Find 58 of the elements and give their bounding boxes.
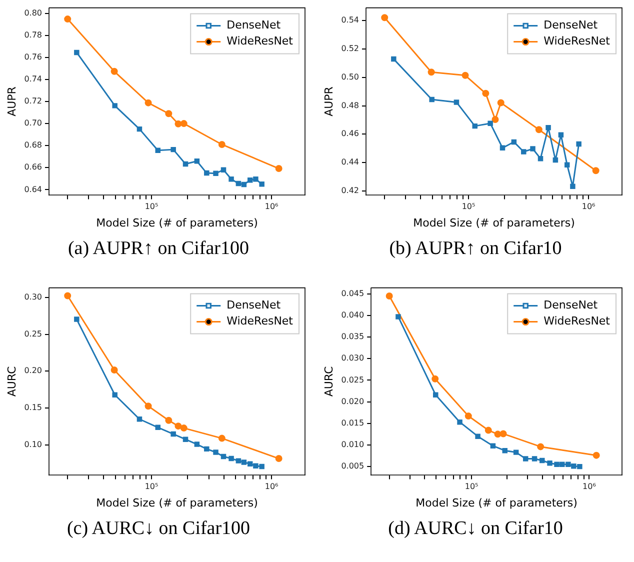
y-axis-title: AURC (5, 366, 18, 397)
text: (d) AURC↓ on Cifar10 (387, 518, 564, 540)
x-tick-label: 10⁶ (582, 482, 596, 492)
y-tick-label: 0.46 (341, 129, 360, 138)
y-tick-label: 0.30 (24, 292, 42, 302)
y-axis-title: AUPR (5, 86, 18, 116)
x-axis-title: Model Size (# of parameters) (96, 216, 258, 230)
legend-label: WideResNet (226, 34, 294, 48)
y-tick-label: 0.52 (341, 44, 360, 54)
x-tick-label: 10⁶ (264, 202, 278, 212)
y-tick-label: 0.010 (341, 440, 364, 450)
y-tick-label: 0.15 (24, 403, 42, 412)
y-tick-label: 0.045 (341, 288, 364, 298)
text: (c) AURC↓ on Cifar100 (66, 518, 252, 540)
y-tick-label: 0.66 (24, 162, 42, 172)
text: (a) AUPR↑ on Cifar100 (66, 238, 250, 260)
y-tick-label: 0.78 (24, 30, 42, 40)
y-tick-label: 0.025 (341, 375, 364, 384)
legend-label: DenseNet (544, 298, 598, 312)
y-tick-label: 0.020 (341, 396, 364, 406)
x-tick-label: 10⁵ (144, 482, 158, 492)
x-tick-label: 10⁵ (144, 202, 158, 212)
y-tick-label: 0.54 (341, 16, 360, 25)
legend-label: DenseNet (544, 18, 598, 32)
y-tick-label: 0.44 (341, 158, 360, 167)
y-axis-title: AUPR (322, 86, 336, 116)
y-tick-label: 0.48 (341, 100, 360, 110)
y-tick-label: 0.040 (341, 310, 364, 320)
y-tick-label: 0.25 (24, 329, 42, 338)
text: (b) AUPR↑ on Cifar10 (388, 238, 563, 260)
y-tick-label: 0.10 (24, 440, 42, 450)
y-tick-label: 0.70 (24, 118, 42, 128)
y-tick-label: 0.72 (24, 96, 42, 106)
x-tick-label: 10⁵ (462, 202, 476, 212)
y-tick-label: 0.005 (341, 462, 364, 471)
y-tick-label: 0.015 (341, 418, 364, 428)
x-tick-label: 10⁵ (464, 482, 478, 492)
y-tick-label: 0.68 (24, 140, 42, 150)
y-tick-label: 0.035 (341, 332, 364, 342)
legend-label: DenseNet (226, 18, 282, 32)
y-tick-label: 0.50 (341, 72, 360, 82)
y-axis-title: AURC (322, 366, 336, 397)
legend-label: WideResNet (544, 314, 611, 328)
x-axis-title: Model Size (# of parameters) (413, 216, 575, 230)
y-tick-label: 0.64 (24, 184, 42, 194)
y-tick-label: 0.74 (24, 74, 42, 84)
legend-label: WideResNet (226, 314, 294, 328)
x-tick-label: 10⁶ (582, 202, 596, 212)
x-axis-title: Model Size (# of parameters) (96, 496, 258, 510)
x-tick-label: 10⁶ (264, 482, 278, 492)
y-tick-label: 0.42 (341, 186, 360, 196)
y-tick-label: 0.80 (24, 8, 42, 18)
y-tick-label: 0.20 (24, 366, 42, 376)
x-axis-title: Model Size (# of parameters) (416, 496, 578, 510)
y-tick-label: 0.76 (24, 52, 42, 62)
legend-label: DenseNet (226, 298, 282, 312)
legend-label: WideResNet (544, 34, 611, 48)
y-tick-label: 0.030 (341, 354, 364, 363)
